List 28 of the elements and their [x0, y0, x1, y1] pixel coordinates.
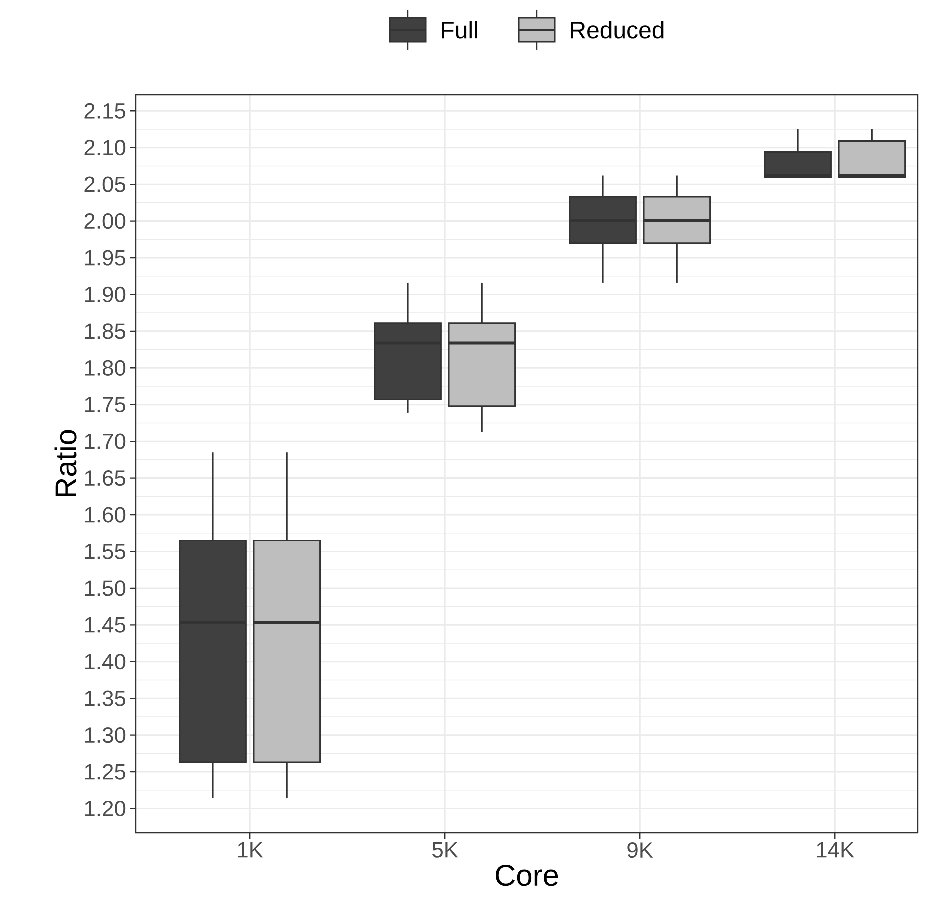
y-tick-label: 1.80: [85, 360, 126, 376]
y-tick-label: 1.60: [85, 507, 126, 523]
y-tick-label: 2.00: [84, 213, 126, 230]
y-tick-label: 1.45: [85, 617, 126, 633]
x-tick-label: 9K: [628, 842, 654, 858]
y-tick-label: 1.75: [85, 397, 126, 413]
x-tick-label: 5K: [432, 842, 458, 858]
y-tick-label: 1.55: [85, 544, 126, 560]
y-tick-label: 2.15: [84, 103, 126, 119]
y-tick-label: 1.25: [85, 764, 126, 780]
x-tick-label: 14K: [817, 842, 854, 858]
x-axis-title: Core: [496, 864, 558, 886]
y-tick-label: 1.95: [85, 250, 126, 266]
legend-label: Full: [442, 21, 478, 39]
x-tick-label: 1K: [238, 842, 264, 858]
y-tick-label: 1.30: [85, 728, 126, 744]
y-tick-label: 1.90: [85, 286, 126, 303]
y-tick-label: 1.70: [85, 434, 126, 450]
y-tick-label: 1.85: [85, 324, 126, 340]
y-tick-label: 1.50: [85, 580, 126, 596]
y-tick-label: 2.05: [84, 176, 126, 192]
y-tick-label: 1.20: [85, 800, 126, 817]
y-tick-label: 1.40: [85, 654, 126, 670]
y-axis-title: Ratio: [54, 430, 77, 497]
y-tick-label: 2.10: [84, 140, 126, 156]
legend-label: Reduced: [571, 21, 664, 39]
y-tick-label: 1.65: [85, 470, 126, 486]
y-tick-label: 1.35: [85, 690, 126, 706]
